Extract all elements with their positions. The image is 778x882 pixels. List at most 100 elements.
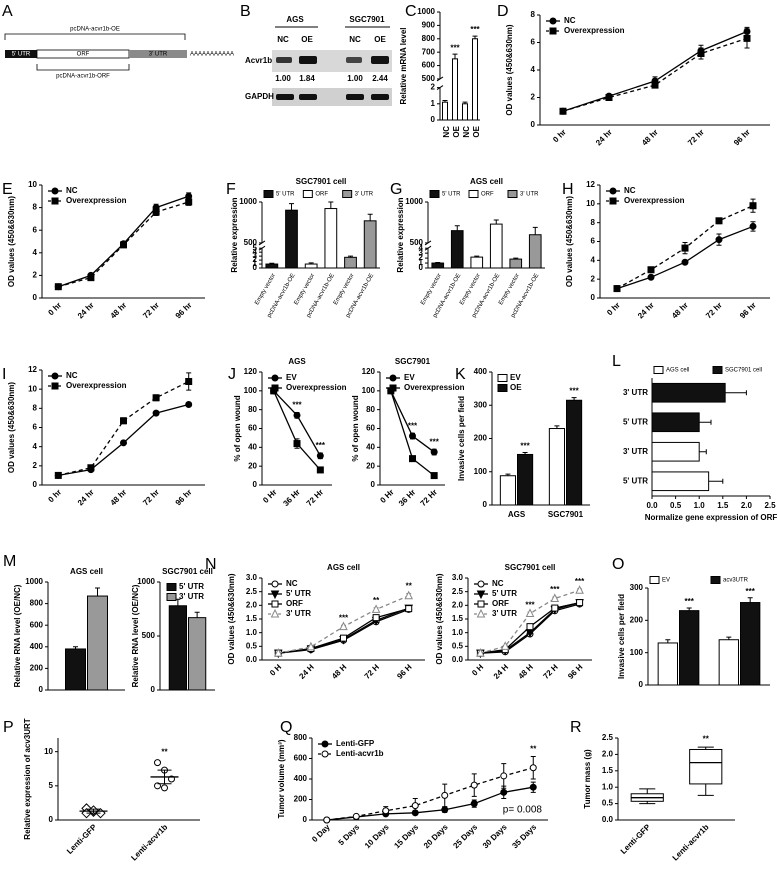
western-blot: AGS SGC7901 NC OE NC OE Acvr1b 1.00 1.84…: [245, 15, 392, 106]
error-bar: [665, 639, 671, 643]
y-tick-label: 500: [142, 631, 156, 640]
point: [306, 641, 316, 651]
legend-label: Overexpression: [564, 26, 625, 35]
y-tick-label: 120: [362, 367, 376, 376]
panel-letter: I: [2, 366, 6, 383]
x-tick-label: 0 hr: [551, 128, 568, 145]
y-tick-label: 1: [419, 258, 424, 267]
bar: [657, 642, 679, 686]
ratio: 1.00: [347, 74, 363, 83]
y-tick-label: 6: [531, 38, 536, 47]
band: [299, 56, 317, 64]
x-tick-label: Lenti-GFP: [619, 822, 653, 856]
x-tick-label: 36 Hr: [281, 488, 302, 509]
bar: [517, 453, 534, 506]
legend-label: 5' UTR: [276, 192, 295, 198]
bar: [566, 399, 583, 506]
legend-label: EV: [510, 373, 521, 382]
x-tick-label: 72 Hr: [305, 488, 326, 509]
x-tick-label: 2.0: [741, 501, 753, 510]
point: [441, 791, 449, 799]
y-tick-label: 1000: [405, 197, 423, 206]
bar: [740, 602, 761, 686]
x-tick-label: 96 hr: [174, 301, 194, 321]
y-tick-label: 8: [33, 403, 38, 412]
y-tick-label: 0.5: [452, 641, 464, 650]
y-tick-label: 4: [531, 65, 536, 74]
y-tick-label: 0.0: [602, 815, 614, 824]
point: [576, 599, 584, 607]
point: [87, 464, 95, 472]
legend-marker: [51, 187, 59, 195]
y-tick-label: 3: [419, 248, 424, 257]
y-axis-label: Relative RNA level (OE/NC): [13, 584, 22, 687]
bar: [65, 648, 86, 691]
y-tick-label: 0.5: [602, 799, 614, 808]
point: [411, 802, 419, 810]
error-bar: [86, 808, 101, 814]
y-tick-label: 0: [33, 293, 38, 302]
error-bar: [462, 101, 468, 104]
utr3-segment: [129, 50, 187, 58]
y-tick-label: 2: [33, 461, 38, 470]
x-tick-label: 0.5: [670, 501, 682, 510]
point: [54, 283, 62, 291]
bar: [462, 103, 468, 121]
legend-label: Overexpression: [286, 383, 347, 392]
x-tick-label: Lenti-GFP: [65, 822, 99, 856]
point: [404, 590, 414, 600]
polya-label: AAAAAAAAAAA: [190, 52, 234, 58]
y-tick-label: 5' UTR: [623, 476, 648, 485]
y-tick-label: 4: [33, 442, 38, 451]
point: [613, 285, 621, 293]
bar: [548, 428, 565, 506]
y-tick-label: 2: [591, 274, 596, 283]
x-tick-label: 0 H: [268, 662, 283, 677]
legend-label: ORF: [492, 599, 509, 608]
panel-letter: E: [2, 181, 13, 198]
legend-marker: [476, 590, 486, 600]
y-tick-label: 40: [248, 442, 257, 451]
y-axis-label: Tumor mass (g): [583, 749, 592, 809]
y-tick-label: 200: [630, 615, 644, 624]
point: [293, 440, 301, 448]
point: [715, 236, 723, 244]
x-tick-label: 96 H: [395, 662, 413, 680]
band: [299, 94, 317, 100]
error-bar: [269, 262, 275, 265]
legend-label: NC: [624, 186, 636, 195]
panel-letter: A: [2, 3, 13, 20]
point: [529, 764, 537, 772]
y-tick-label: 0: [639, 680, 644, 689]
point: [647, 266, 655, 274]
x-tick-label: 48 H: [517, 662, 535, 680]
chart-title: AGS cell: [470, 177, 503, 186]
legend-label: NC: [564, 16, 576, 25]
y-tick-label: 5' UTR: [623, 417, 648, 426]
legend-swatch: [497, 384, 508, 392]
bar: [489, 223, 503, 269]
y-tick-label: 2.5: [452, 587, 464, 596]
legend-label: EV: [404, 373, 415, 382]
significance-label: **: [406, 582, 413, 591]
point: [120, 241, 127, 249]
x-tick-label: Empty vector: [294, 273, 317, 306]
y-tick-label: 1000: [417, 7, 435, 16]
construct-label: pcDNA-acvr1b-ORF: [56, 74, 110, 80]
y-tick-label: 1.0: [452, 628, 464, 637]
series-line: [562, 37, 748, 112]
y-tick-label: 4: [419, 243, 424, 252]
y-tick-label: 0: [419, 263, 424, 272]
point: [405, 605, 413, 613]
ratio: 2.44: [372, 74, 388, 83]
y-tick-label: 0: [303, 815, 308, 824]
point: [441, 806, 449, 814]
point: [372, 614, 380, 622]
point: [316, 452, 324, 460]
y-tick-label: 0: [151, 685, 156, 694]
y-tick-label: 40: [366, 442, 375, 451]
y-tick-label: 400: [30, 642, 44, 651]
y-tick-label: 2: [431, 83, 436, 92]
point: [605, 94, 613, 101]
y-axis-label: Relative expression: [230, 197, 239, 272]
